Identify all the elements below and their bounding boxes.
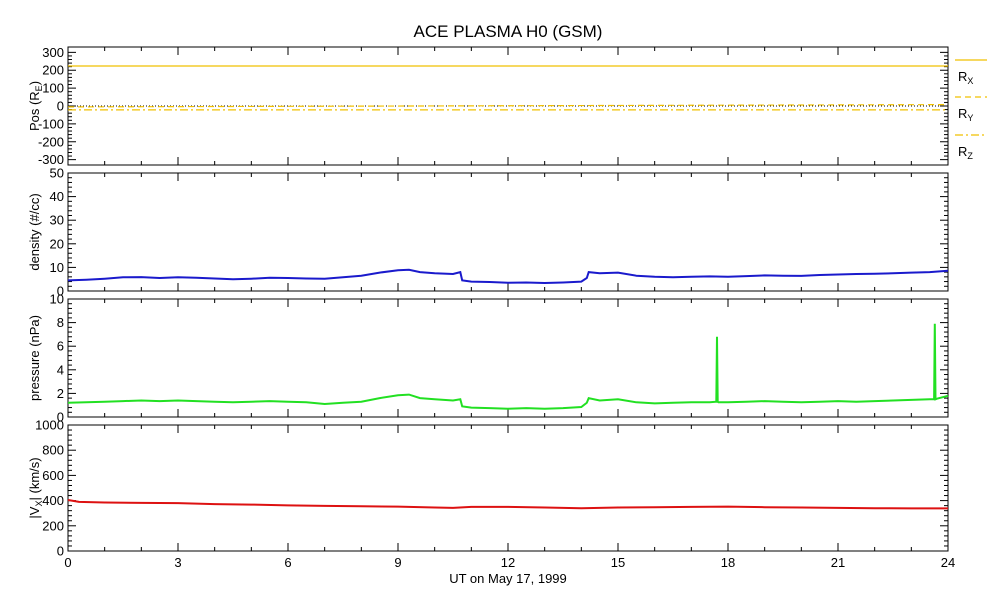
x-tick-label: 24 [941, 555, 955, 570]
y-axis-label: Pos (RE) [27, 81, 44, 131]
y-tick-label: 300 [42, 45, 64, 60]
y-tick-label: 400 [42, 493, 64, 508]
y-tick-label: -300 [38, 152, 64, 167]
y-axis-label: pressure (nPa) [27, 315, 42, 401]
y-tick-label: 0 [57, 284, 64, 299]
x-tick-label: 15 [611, 555, 625, 570]
legend-label-x: RX [958, 69, 973, 86]
y-tick-label: 8 [57, 315, 64, 330]
y-tick-label: 100 [42, 81, 64, 96]
series-line-density [67, 268, 949, 285]
panel-frame [67, 298, 949, 418]
x-tick-label: 21 [831, 555, 845, 570]
x-tick-label: 3 [174, 555, 181, 570]
y-tick-label: 0 [57, 544, 64, 559]
y-tick-label: 0 [57, 410, 64, 425]
y-tick-label: 50 [50, 166, 64, 181]
y-tick-label: 2 [57, 386, 64, 401]
chart-title: ACE PLASMA H0 (GSM) [414, 22, 603, 41]
series-line-pressure [67, 323, 949, 410]
panel-pressure: 0 2 4 6 8 10 pressure (nPa) [27, 292, 949, 425]
x-tick-label: 0 [64, 555, 71, 570]
y-tick-label: -100 [38, 116, 64, 131]
y-tick-label: -200 [38, 134, 64, 149]
y-tick-label: 800 [42, 443, 64, 458]
legend-label-y: RY [958, 106, 973, 123]
y-tick-label: 4 [57, 362, 64, 377]
y-tick-label: 6 [57, 339, 64, 354]
x-axis-label: UT on May 17, 1999 [449, 571, 567, 586]
series-line-vx [67, 499, 948, 510]
y-axis-label: |VX| (km/s) [27, 457, 44, 518]
panel-density: 0 10 20 30 40 50 density (#/cc) [27, 166, 949, 299]
panel-frame [67, 424, 949, 552]
x-tick-label: 12 [501, 555, 515, 570]
y-tick-label: 40 [50, 189, 64, 204]
y-tick-label: 1000 [35, 418, 64, 433]
y-tick-label: 200 [42, 63, 64, 78]
y-tick-label: 200 [42, 518, 64, 533]
x-tick-label: 6 [284, 555, 291, 570]
panel-frame [67, 172, 949, 292]
legend-label-z: RZ [958, 144, 973, 161]
panel-position: -300 -200 -100 0 100 200 300 Pos (RE) [27, 45, 949, 167]
y-axis-label: density (#/cc) [27, 193, 42, 270]
y-tick-label: 10 [50, 292, 64, 307]
y-tick-label: 10 [50, 260, 64, 275]
y-tick-label: 0 [57, 99, 64, 114]
y-tick-label: 600 [42, 468, 64, 483]
x-tick-label: 9 [394, 555, 401, 570]
series-line-position-y [67, 104, 949, 108]
y-tick-label: 20 [50, 236, 64, 251]
panel-vx: 0 200 400 600 800 1000 |VX| (km/s) [27, 418, 949, 559]
y-tick-label: 30 [50, 213, 64, 228]
x-tick-label: 18 [721, 555, 735, 570]
